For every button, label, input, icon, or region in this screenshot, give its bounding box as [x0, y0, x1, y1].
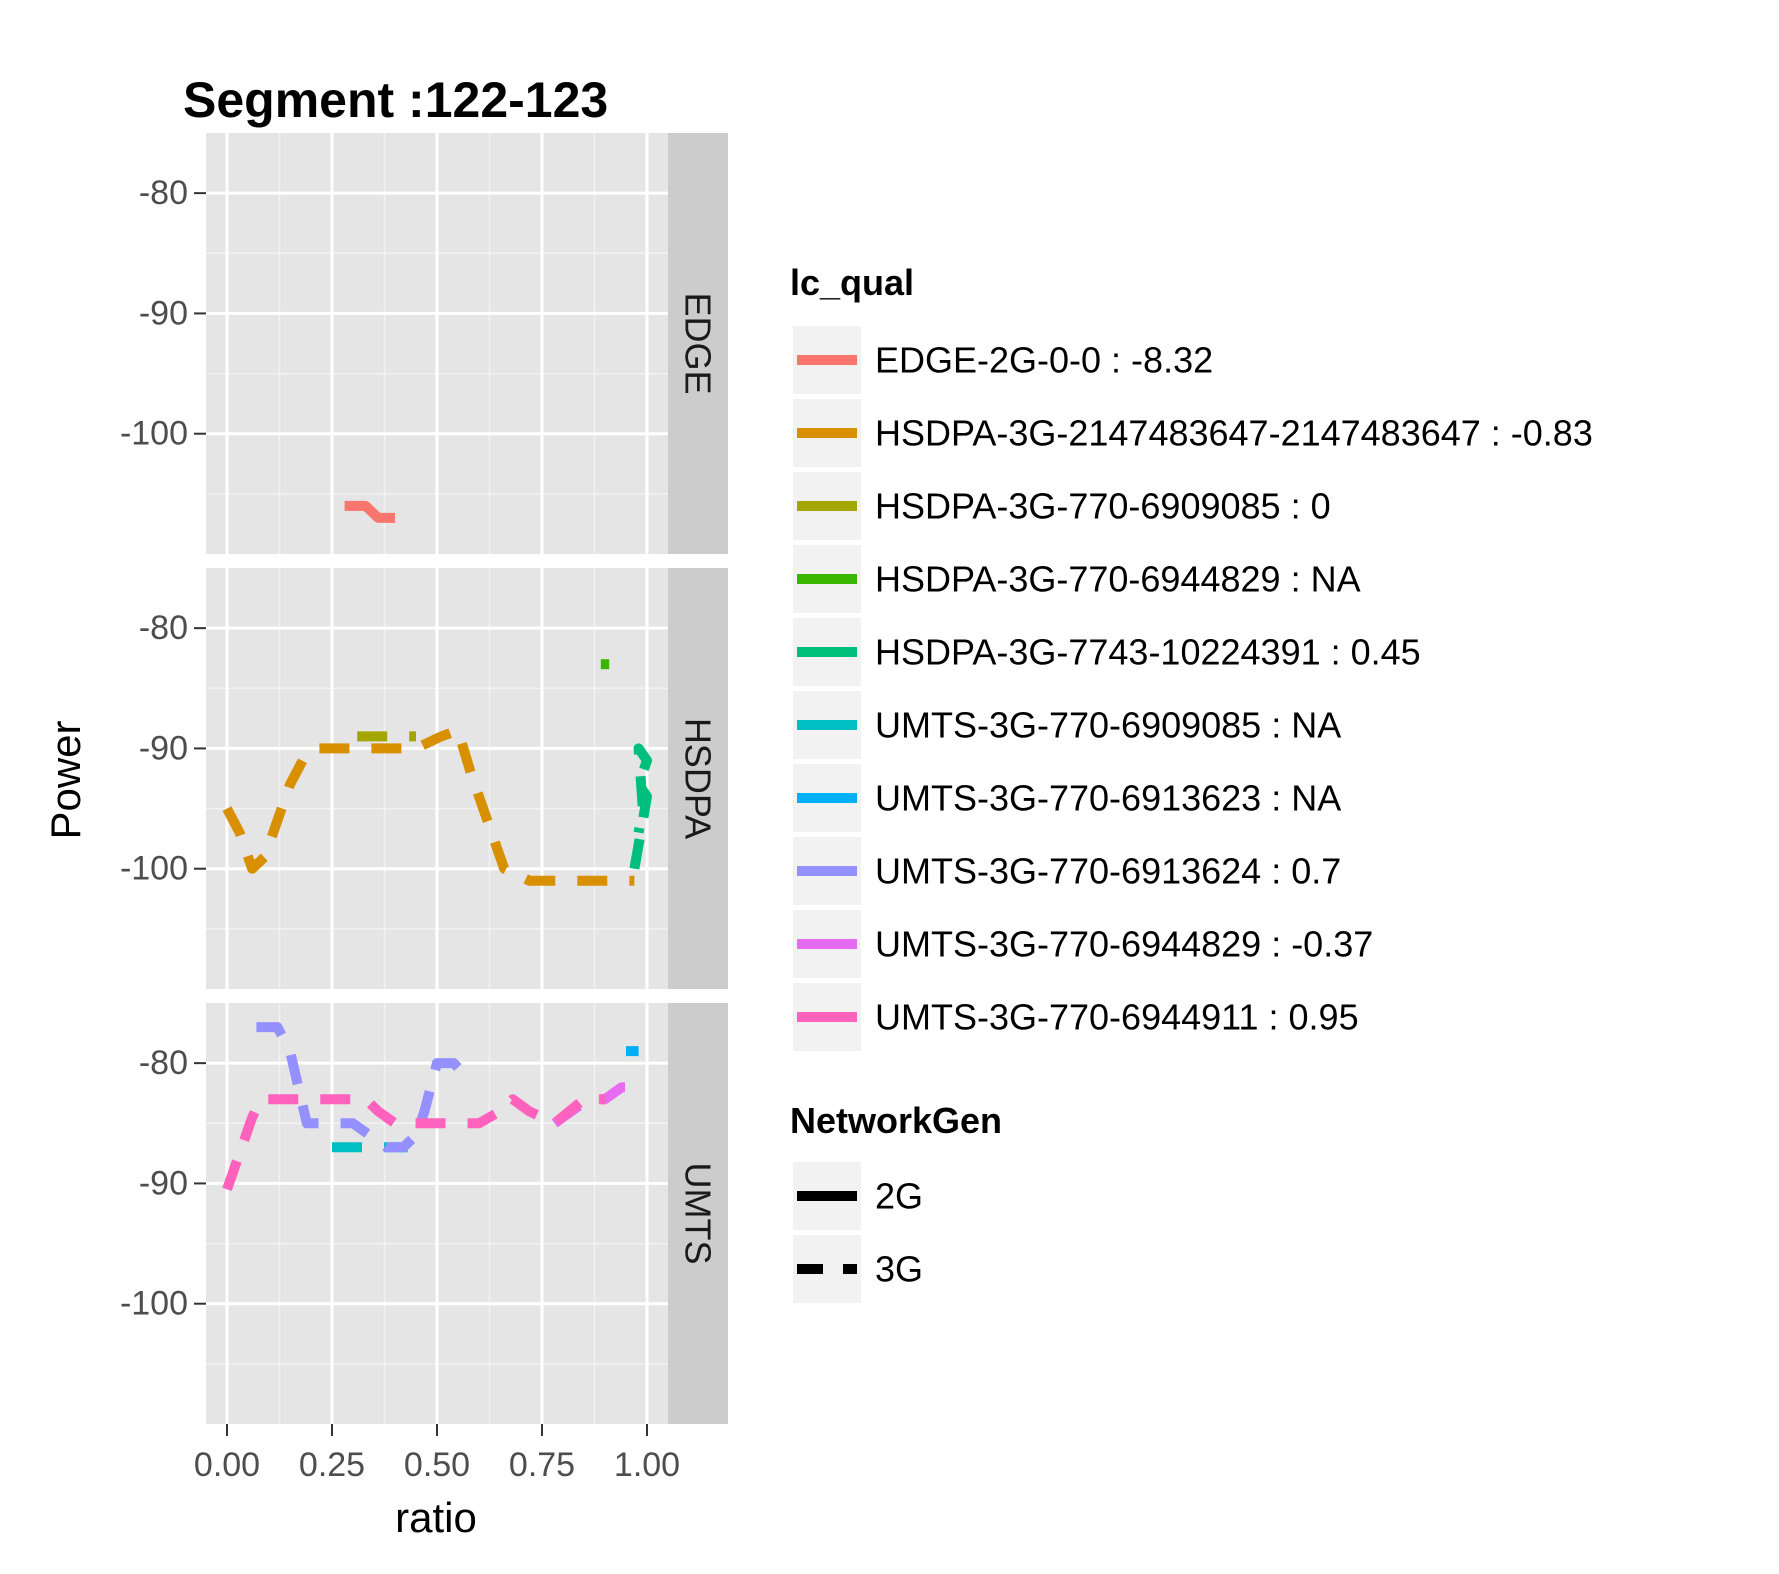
legend-label: UMTS-3G-770-6909085 : NA — [875, 705, 1341, 746]
legend-label: UMTS-3G-770-6913624 : 0.7 — [875, 851, 1341, 892]
legend-label: 2G — [875, 1176, 923, 1217]
y-tick-label: -100 — [120, 415, 188, 453]
legend-label: HSDPA-3G-770-6909085 : 0 — [875, 486, 1331, 527]
legend-label: UMTS-3G-770-6944911 : 0.95 — [875, 997, 1359, 1038]
y-tick-label: -100 — [120, 1285, 188, 1323]
series-layer — [222, 500, 652, 1192]
legend-label: HSDPA-3G-7743-10224391 : 0.45 — [875, 632, 1421, 673]
series-line-1 — [222, 725, 635, 886]
y-axis-label: Power — [42, 720, 89, 839]
facet-strip-label: HSDPA — [678, 718, 719, 839]
y-tick-label: -100 — [120, 850, 188, 888]
y-tick-label: -90 — [139, 1164, 188, 1202]
legend-color-title: lc_qual — [790, 262, 914, 303]
legend-label: UMTS-3G-770-6913623 : NA — [875, 778, 1341, 819]
legend-label: EDGE-2G-0-0 : -8.32 — [875, 340, 1213, 381]
facet-strip-hsdpa — [668, 568, 728, 989]
axes-layer: -80 -90 -100 -80 -90 -100 -80 -90 -100 0.00 0.25 0.… — [120, 174, 680, 1484]
facet-strip-label: UMTS — [678, 1163, 719, 1265]
legend: lc_qual NetworkGen EDGE-2G-0-0 : -8.32 HS… — [790, 262, 1593, 1303]
y-tick-label: -90 — [139, 294, 188, 332]
y-tick-label: -80 — [139, 174, 188, 212]
legend-label: HSDPA-3G-770-6944829 : NA — [875, 559, 1361, 600]
x-tick-label: 1.00 — [614, 1446, 680, 1484]
x-tick-label: 0.75 — [509, 1446, 575, 1484]
facet-strip-label: EDGE — [678, 292, 719, 394]
facet-strip-umts — [668, 1003, 728, 1424]
panels: EDGE HSDPA UMTS — [206, 133, 728, 1424]
series-line-7 — [256, 1022, 475, 1153]
series-line-4 — [629, 743, 652, 870]
series-line-9 — [222, 1094, 605, 1192]
legend-label: 3G — [875, 1249, 923, 1290]
facet-strip-edge — [668, 133, 728, 554]
x-axis-label: ratio — [395, 1494, 477, 1541]
chart-title: Segment :122-123 — [183, 72, 608, 128]
x-tick-label: 0.25 — [299, 1446, 365, 1484]
x-tick-label: 0.00 — [194, 1446, 260, 1484]
legend-label: HSDPA-3G-2147483647-2147483647 : -0.83 — [875, 413, 1593, 454]
y-tick-label: -90 — [139, 729, 188, 767]
series-line-0 — [344, 500, 395, 523]
legend-label: UMTS-3G-770-6944829 : -0.37 — [875, 924, 1373, 965]
y-tick-label: -80 — [139, 1044, 188, 1082]
y-tick-label: -80 — [139, 609, 188, 647]
x-tick-label: 0.50 — [404, 1446, 470, 1484]
legend-linetype-title: NetworkGen — [790, 1100, 1002, 1141]
